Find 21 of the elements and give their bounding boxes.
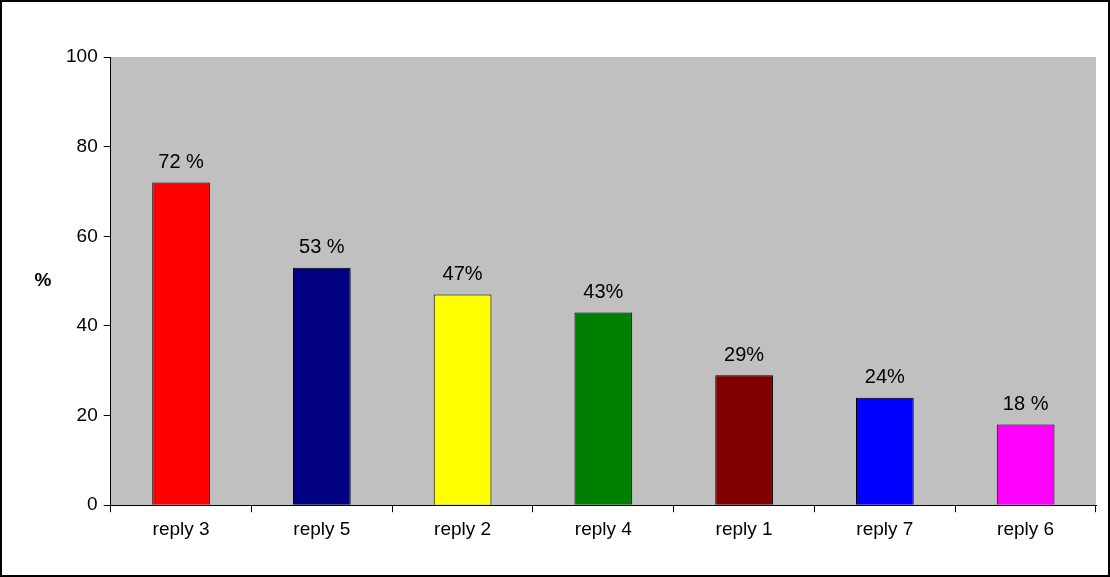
y-tick-label: 0 — [87, 493, 98, 515]
data-label: 29% — [724, 342, 765, 365]
x-tick-label: reply 5 — [293, 517, 351, 539]
data-label: 53 % — [299, 235, 345, 258]
data-label: 18 % — [1002, 392, 1049, 415]
x-tick-label: reply 1 — [715, 517, 773, 539]
x-tick-label: reply 2 — [434, 517, 492, 539]
y-tick-label: 80 — [76, 134, 98, 156]
data-label: 72 % — [158, 150, 205, 173]
data-label: 43% — [583, 279, 624, 302]
y-tick-label: 40 — [76, 314, 98, 336]
data-label: 47% — [442, 262, 483, 285]
x-tick-label: reply 7 — [856, 517, 914, 539]
y-tick-label: 20 — [76, 403, 98, 425]
x-tick-label: reply 4 — [574, 517, 633, 539]
x-tick-label: reply 3 — [152, 517, 210, 539]
y-axis-title: % — [34, 269, 52, 291]
y-tick-label: 60 — [76, 224, 98, 246]
x-tick-label: reply 6 — [997, 517, 1055, 539]
data-label: 24% — [864, 365, 906, 388]
y-tick-label: 100 — [66, 45, 98, 67]
